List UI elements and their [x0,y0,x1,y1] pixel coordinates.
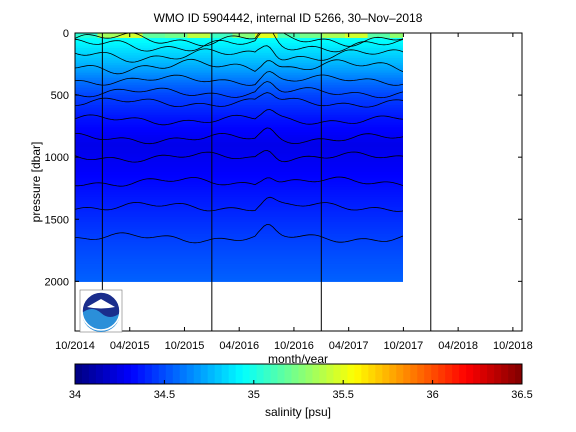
salinity-heatmap [75,33,403,282]
colorbar-tick-label: 36.5 [511,389,532,401]
contour-line [75,92,403,108]
x-tick-label: 10/2014 [55,340,95,352]
x-tick-label: 04/2017 [329,340,369,352]
colorbar-label: salinity [psu] [265,405,331,419]
x-axis-label: month/year [268,352,328,366]
colorbar-axis: 34 34.5 35 35.5 36 36.5 [69,380,533,401]
x-tick-label: 10/2018 [493,340,533,352]
colorbar-tick-label: 35.5 [332,389,353,401]
colorbar-frame [74,363,523,385]
vertical-markers [101,33,432,331]
plot-frame [74,32,523,332]
contour-line [75,33,403,53]
colorbar-tick-label: 36 [426,389,438,401]
x-tick-label: 10/2017 [384,340,424,352]
colorbar [74,363,523,385]
contour-line [75,45,403,63]
contour-line [75,58,403,75]
y-tick-label: 2000 [45,276,69,288]
colorbar-tick-label: 35 [248,389,260,401]
y-tick-label: 1500 [45,214,69,226]
contour-line [75,127,403,145]
y-tick-label: 500 [51,90,69,102]
contour-lines [75,33,403,244]
x-tick-label: 10/2016 [274,340,314,352]
contour-line [75,176,403,187]
contour-line [75,196,403,212]
y-axis: 0 500 1000 1500 2000 [45,28,522,288]
x-tick-label: 04/2016 [219,340,259,352]
x-tick-label: 10/2015 [165,340,205,352]
chart-title: WMO ID 5904442, internal ID 5266, 30–Nov… [154,11,423,25]
colorbar-tick-label: 34.5 [154,389,175,401]
x-tick-label: 04/2015 [110,340,150,352]
noaa-logo-icon [79,289,123,333]
y-tick-label: 0 [63,28,69,40]
y-axis-label: pressure [dbar] [29,142,43,223]
contour-line [75,33,403,47]
x-tick-label: 04/2018 [438,340,478,352]
contour-line [75,109,403,126]
contour-line [75,223,403,244]
x-axis: 10/2014 04/2015 10/2015 04/2016 10/2016 04/20… [55,33,533,352]
contour-line [75,149,403,163]
contour-line [75,81,403,99]
y-tick-label: 1000 [45,152,69,164]
contour-line [75,71,403,86]
colorbar-tick-label: 34 [69,389,81,401]
